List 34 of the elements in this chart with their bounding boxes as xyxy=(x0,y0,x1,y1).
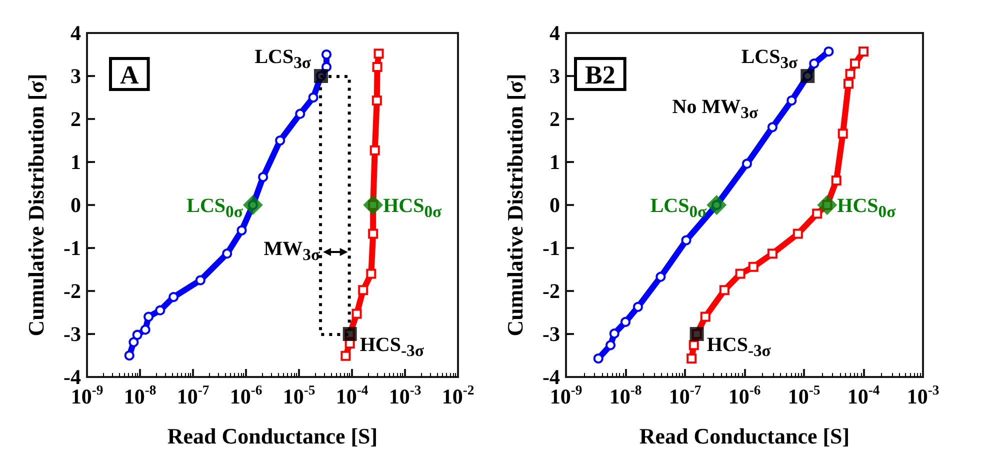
y-tick-label: 3 xyxy=(550,64,560,88)
y-tick-label: -3 xyxy=(64,322,81,346)
series-label: LCS$_{3σ}$ xyxy=(741,46,798,74)
y-tick-label: -1 xyxy=(542,236,560,260)
y-tick-label: 4 xyxy=(550,21,560,45)
y-tick-label: -4 xyxy=(542,365,560,389)
series-label: LCS$_{3σ}$ xyxy=(254,46,311,74)
series-label: HCS$_{0σ}$ xyxy=(383,195,442,223)
series-label: HCS$_{0σ}$ xyxy=(837,195,896,223)
y-tick-label: 0 xyxy=(70,193,81,217)
series-label: LCS$_{0σ}$ xyxy=(650,195,707,223)
y-axis-title: Cumulative Distribution [σ] xyxy=(502,74,528,336)
y-axis-title: Cumulative Distribution [σ] xyxy=(24,74,48,336)
y-tick-label: 1 xyxy=(550,150,560,174)
series-label: LCS$_{0σ}$ xyxy=(186,195,243,223)
y-tick-label: -2 xyxy=(64,279,81,303)
y-tick-label: -3 xyxy=(542,322,560,346)
annotation: B2 xyxy=(585,60,616,90)
x-axis-title: Read Conductance [S] xyxy=(639,424,850,448)
x-axis-title: Read Conductance [S] xyxy=(167,424,378,448)
annotation: A xyxy=(120,60,139,90)
y-tick-label: 4 xyxy=(70,21,82,45)
y-tick-label: 1 xyxy=(70,150,81,174)
annotation: MW$_{3σ}$ xyxy=(264,238,320,266)
y-tick-label: -1 xyxy=(64,236,81,260)
y-tick-label: -4 xyxy=(64,365,82,389)
series-label: HCS$_{-3σ}$ xyxy=(706,334,771,362)
y-tick-label: 2 xyxy=(70,107,81,131)
y-tick-label: 0 xyxy=(550,193,560,217)
y-tick-label: 3 xyxy=(70,64,81,88)
series-label: HCS$_{-3σ}$ xyxy=(360,334,424,362)
y-tick-label: 2 xyxy=(550,107,560,131)
y-tick-label: -2 xyxy=(542,279,560,303)
annotation: No MW$_{3σ}$ xyxy=(672,96,758,124)
